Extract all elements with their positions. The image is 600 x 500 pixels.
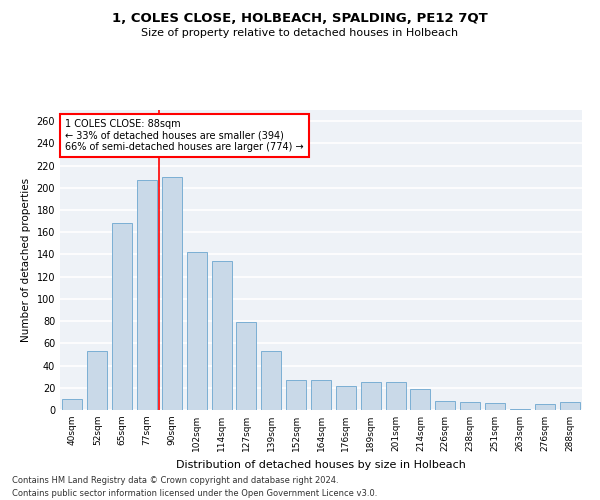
- Bar: [510, 409, 530, 410]
- Bar: [88, 351, 107, 410]
- Text: Size of property relative to detached houses in Holbeach: Size of property relative to detached ho…: [142, 28, 458, 38]
- Bar: [311, 380, 331, 410]
- Text: 1, COLES CLOSE, HOLBEACH, SPALDING, PE12 7QT: 1, COLES CLOSE, HOLBEACH, SPALDING, PE12…: [112, 12, 488, 26]
- Bar: [460, 402, 480, 410]
- Bar: [386, 382, 406, 410]
- Bar: [162, 176, 182, 410]
- Bar: [436, 401, 455, 410]
- Bar: [535, 404, 554, 410]
- Bar: [62, 399, 82, 410]
- Bar: [336, 386, 356, 410]
- Bar: [410, 389, 430, 410]
- Bar: [112, 224, 132, 410]
- Bar: [262, 351, 281, 410]
- X-axis label: Distribution of detached houses by size in Holbeach: Distribution of detached houses by size …: [176, 460, 466, 469]
- Text: Contains HM Land Registry data © Crown copyright and database right 2024.: Contains HM Land Registry data © Crown c…: [12, 476, 338, 485]
- Bar: [187, 252, 206, 410]
- Bar: [137, 180, 157, 410]
- Bar: [560, 402, 580, 410]
- Text: Contains public sector information licensed under the Open Government Licence v3: Contains public sector information licen…: [12, 488, 377, 498]
- Bar: [361, 382, 380, 410]
- Bar: [236, 322, 256, 410]
- Bar: [286, 380, 306, 410]
- Bar: [485, 404, 505, 410]
- Text: 1 COLES CLOSE: 88sqm
← 33% of detached houses are smaller (394)
66% of semi-deta: 1 COLES CLOSE: 88sqm ← 33% of detached h…: [65, 119, 304, 152]
- Y-axis label: Number of detached properties: Number of detached properties: [21, 178, 31, 342]
- Bar: [212, 261, 232, 410]
